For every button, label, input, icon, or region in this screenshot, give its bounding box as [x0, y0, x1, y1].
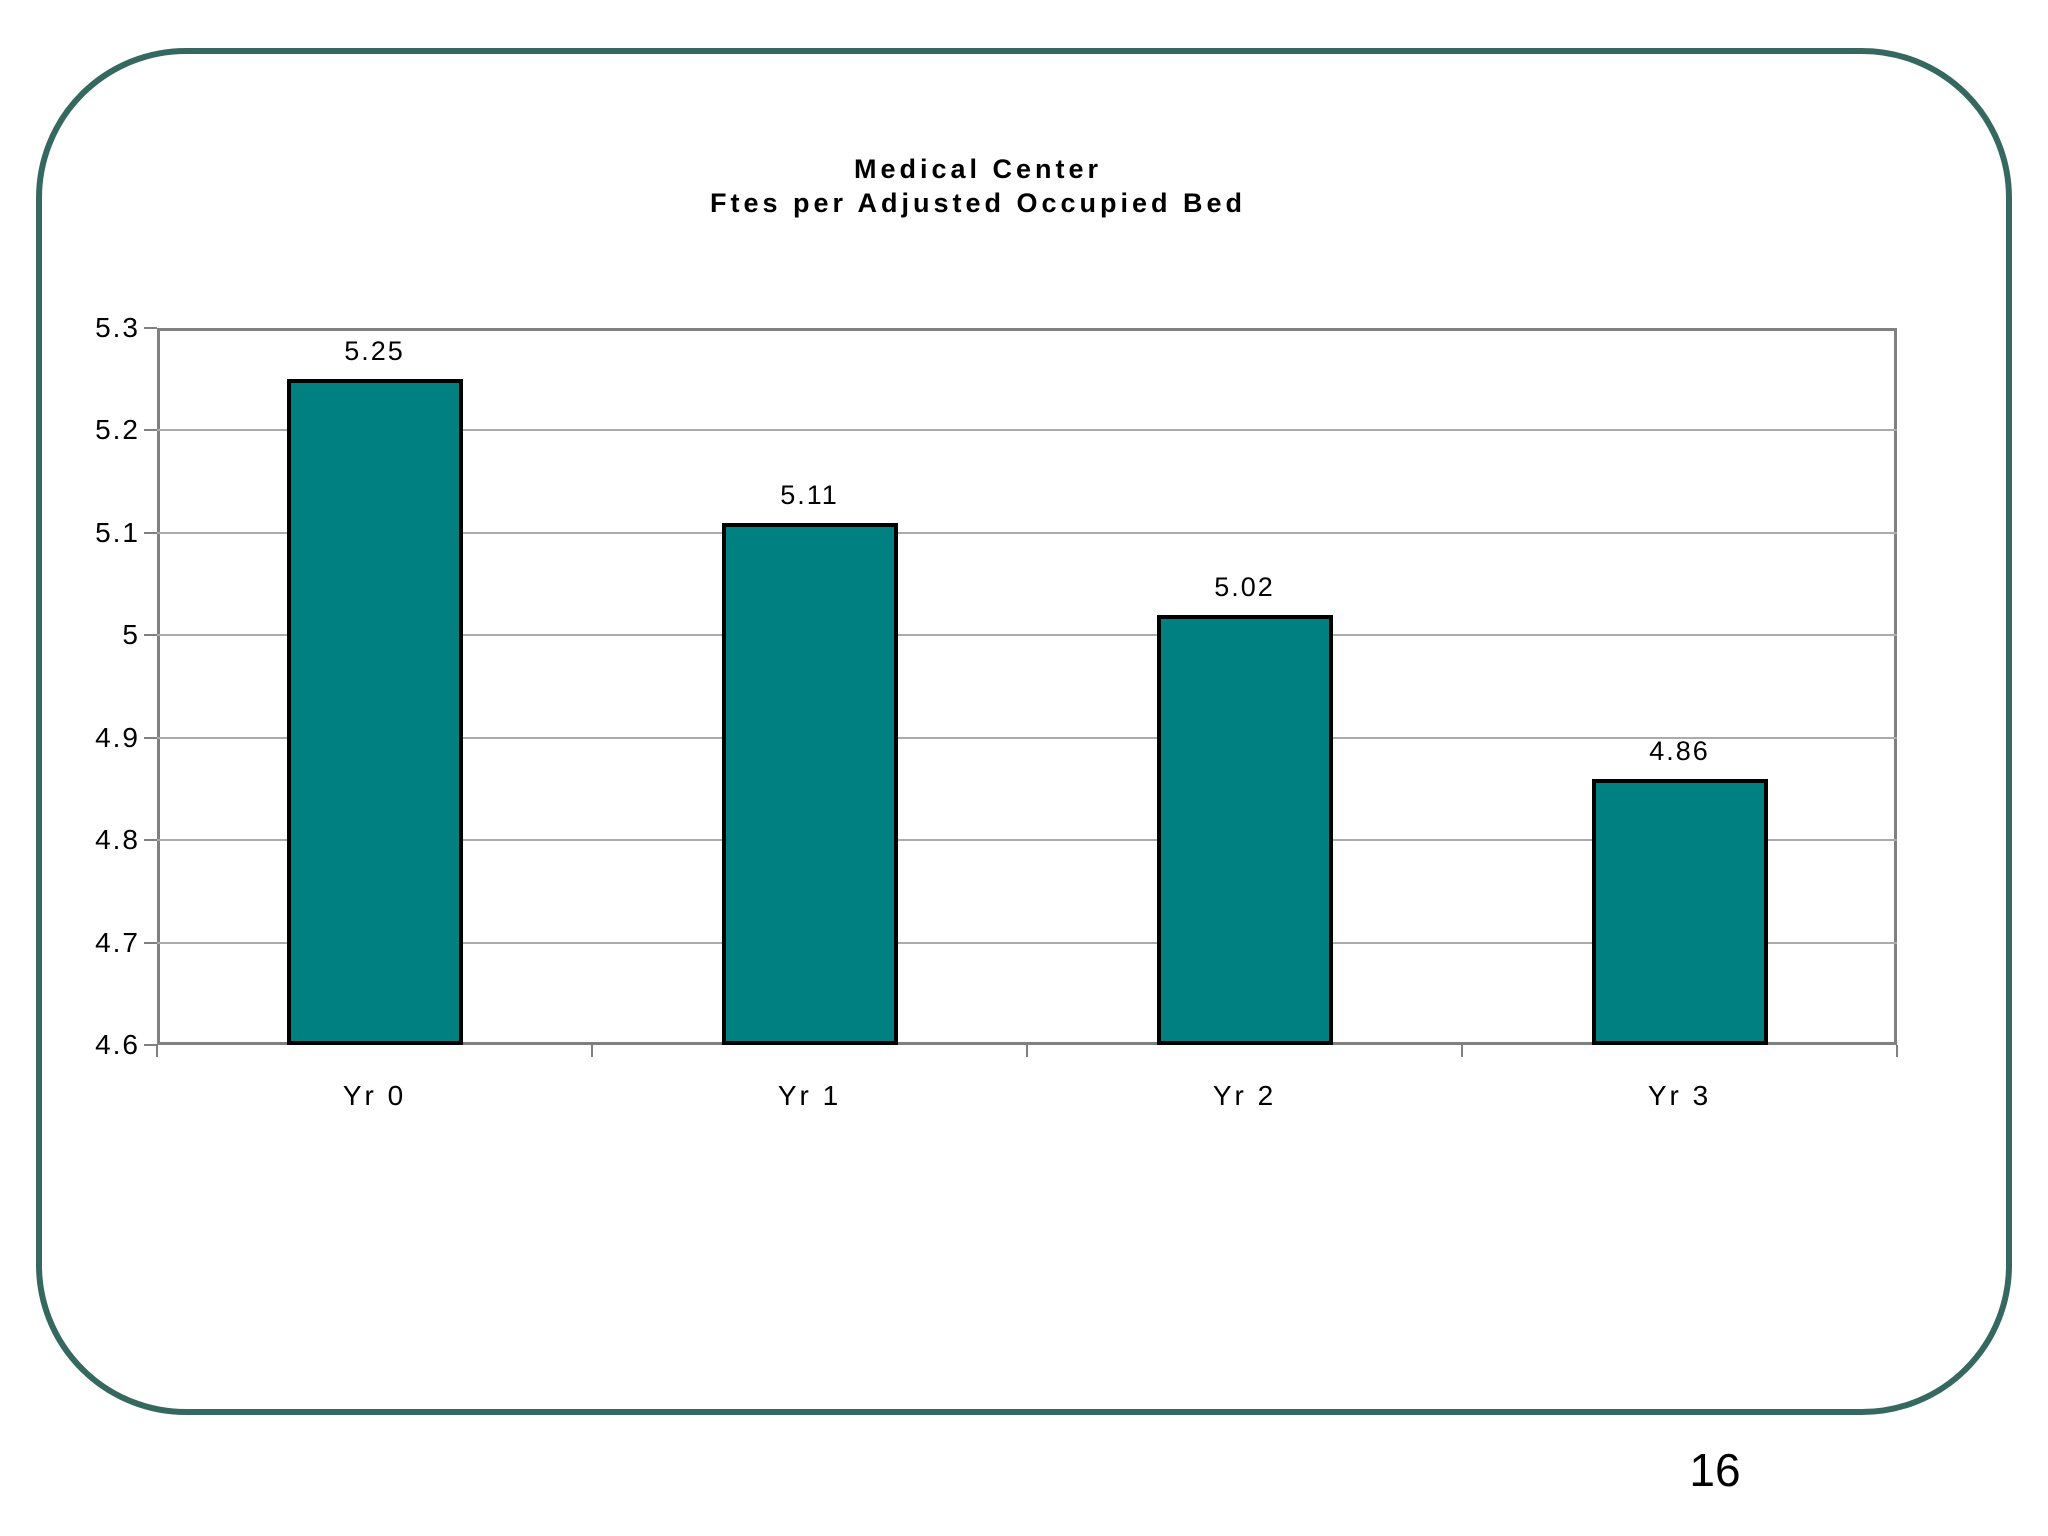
- gridline: [157, 941, 1897, 944]
- x-axis-tick: [1896, 1045, 1898, 1057]
- gridline: [157, 736, 1897, 739]
- y-axis-tick-label: 4.9: [95, 721, 140, 753]
- y-axis-tick-label: 5.2: [95, 414, 140, 446]
- bar-yr-1: [721, 522, 898, 1045]
- page-number: 16: [1689, 1444, 1741, 1496]
- y-axis-tick: [144, 429, 157, 432]
- x-axis-tick: [1461, 1045, 1463, 1057]
- chart-title: Medical Center Ftes per Adjusted Occupie…: [710, 152, 1246, 220]
- bar-value-label: 5.02: [1214, 571, 1275, 602]
- chart-title-line-1: Medical Center: [853, 154, 1103, 184]
- y-axis-tick: [144, 839, 157, 842]
- bar-value-label: 4.86: [1649, 735, 1710, 766]
- y-axis-tick-label: 5: [122, 619, 140, 651]
- bar-yr-0: [286, 379, 463, 1045]
- y-axis-tick-label: 5.1: [95, 516, 140, 548]
- gridline: [157, 531, 1897, 534]
- x-axis-tick: [591, 1045, 593, 1057]
- bar-value-label: 5.11: [780, 479, 839, 510]
- y-axis-tick: [144, 531, 157, 534]
- y-axis-tick: [144, 941, 157, 944]
- gridline: [157, 634, 1897, 637]
- chart-title-line-2: Ftes per Adjusted Occupied Bed: [709, 188, 1247, 218]
- bar-yr-2: [1156, 614, 1333, 1045]
- x-axis-category-label: Yr 0: [342, 1080, 407, 1111]
- gridline: [157, 429, 1897, 432]
- x-axis-category-label: Yr 2: [1212, 1080, 1277, 1111]
- x-axis-tick: [1026, 1045, 1028, 1057]
- y-axis-tick-label: 4.7: [95, 926, 140, 958]
- bar-yr-3: [1591, 778, 1768, 1045]
- y-axis-tick: [144, 736, 157, 739]
- gridline: [157, 839, 1897, 842]
- x-axis-category-label: Yr 3: [1647, 1080, 1712, 1111]
- y-axis-tick-label: 4.6: [95, 1029, 140, 1060]
- x-axis-tick: [156, 1045, 158, 1057]
- y-axis-tick: [144, 327, 157, 329]
- bar-value-label: 5.25: [344, 336, 405, 367]
- y-axis-tick: [144, 1044, 157, 1046]
- y-axis-tick-label: 5.3: [95, 312, 140, 343]
- y-axis-tick: [144, 634, 157, 637]
- y-axis-tick-label: 4.8: [95, 824, 140, 856]
- x-axis-category-label: Yr 1: [777, 1080, 842, 1111]
